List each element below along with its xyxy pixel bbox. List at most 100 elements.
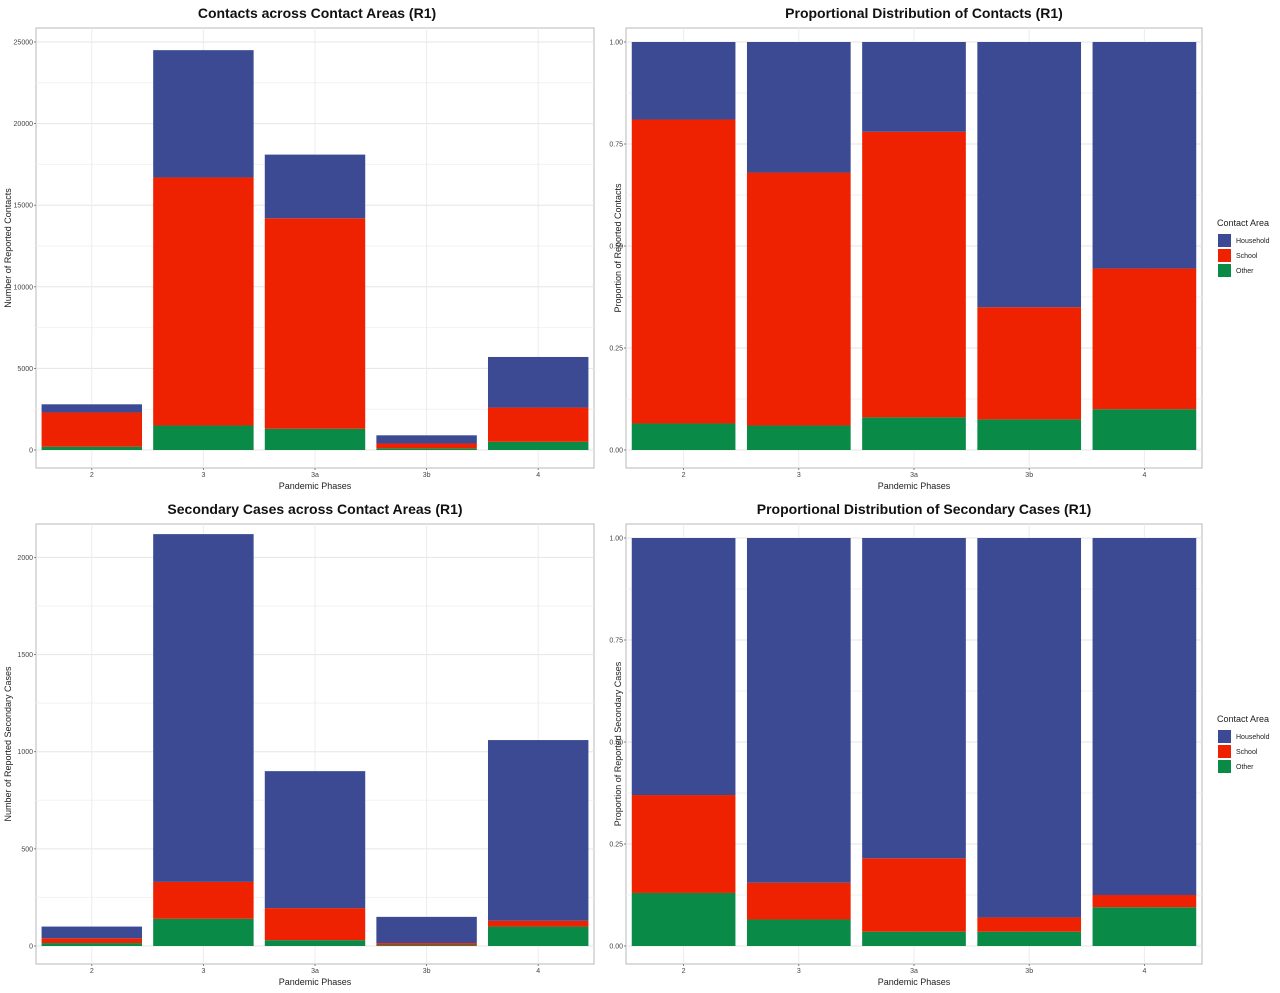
bar-other-3 [153, 918, 254, 946]
bars [41, 50, 589, 450]
bar-household-3 [746, 538, 851, 883]
bar-other-4 [1092, 907, 1197, 946]
bar-school-2 [631, 795, 736, 893]
bar-other-3 [746, 425, 851, 450]
bar-school-3b [977, 307, 1082, 420]
bar-other-4 [487, 926, 589, 946]
chart-panel-3: 0 500 1000 1500 2000 2 3 3a 3b 4 Secondary Cases a… [3, 501, 595, 987]
x-tick-label: 3b [1025, 472, 1033, 479]
bar-school-4 [1092, 268, 1197, 410]
bar-household-4 [487, 356, 589, 408]
bar-other-3a [862, 417, 966, 450]
bar-school-3a [862, 131, 966, 418]
x-tick-label: 3 [797, 968, 801, 975]
bar-other-4 [487, 441, 589, 450]
bar-household-3b [376, 916, 477, 944]
bar-other-3a [264, 940, 366, 946]
y-tick-label: 0.25 [609, 346, 623, 353]
bar-household-2 [41, 926, 143, 939]
chart-title: Contacts across Contact Areas (R1) [198, 5, 436, 21]
bar-household-2 [41, 404, 143, 413]
legend-swatch-household [1218, 730, 1231, 743]
y-tick-label: 25000 [14, 40, 34, 47]
bar-household-3 [153, 50, 254, 178]
bar-school-2 [631, 119, 736, 424]
bar-household-3a [264, 154, 366, 219]
legend-label-household: Household [1236, 238, 1270, 245]
bar-household-3a [862, 42, 966, 132]
legend: Contact Area Household School Other [1217, 714, 1270, 773]
x-tick-label: 3b [423, 472, 431, 479]
bar-household-4 [1092, 42, 1197, 269]
bar-household-3a [862, 538, 966, 859]
x-tick-label: 3 [201, 472, 205, 479]
bar-other-2 [41, 943, 143, 946]
bar-household-3 [746, 42, 851, 173]
bars [631, 538, 1197, 946]
bar-other-3 [746, 919, 851, 946]
chart-title: Proportional Distribution of Secondary C… [757, 501, 1092, 517]
x-tick-label: 3b [1025, 968, 1033, 975]
bar-household-3a [264, 771, 366, 909]
bar-school-4 [487, 920, 589, 927]
bar-school-4 [487, 407, 589, 442]
bars [41, 534, 589, 946]
bar-school-3b [977, 917, 1082, 932]
y-tick-label: 0.50 [609, 740, 623, 747]
x-tick-label: 3a [910, 472, 918, 479]
x-tick-label: 2 [682, 472, 686, 479]
bar-school-4 [1092, 895, 1197, 908]
legend-title: Contact Area [1217, 218, 1269, 228]
bar-household-4 [487, 740, 589, 921]
legend-swatch-school [1218, 745, 1231, 758]
y-axis-label: Proportion of Reported Secondary Cases [613, 661, 623, 826]
y-tick-label: 0 [29, 448, 33, 455]
bar-other-3b [977, 931, 1082, 946]
bar-school-3b [376, 943, 477, 946]
x-tick-label: 4 [536, 472, 540, 479]
legend-swatch-school [1218, 249, 1231, 262]
x-tick-label: 3b [423, 968, 431, 975]
x-tick-label: 2 [90, 968, 94, 975]
y-axis-label: Number of Reported Secondary Cases [3, 666, 13, 822]
legend-label-household: Household [1236, 734, 1270, 741]
y-tick-label: 20000 [14, 121, 34, 128]
x-tick-label: 4 [1142, 472, 1146, 479]
x-axis-label: Pandemic Phases [878, 481, 951, 491]
legend-label-school: School [1236, 749, 1258, 756]
x-tick-label: 3 [797, 472, 801, 479]
y-tick-label: 0.50 [609, 244, 623, 251]
y-tick-label: 1000 [17, 749, 33, 756]
bar-school-3a [264, 218, 366, 429]
chart-title: Secondary Cases across Contact Areas (R1… [167, 501, 462, 517]
bar-household-2 [631, 42, 736, 120]
bar-household-3b [977, 538, 1082, 918]
legend-swatch-household [1218, 234, 1231, 247]
bar-school-3 [153, 881, 254, 919]
y-axis-label: Number of Reported Contacts [3, 188, 13, 308]
y-tick-label: 10000 [14, 284, 34, 291]
y-tick-label: 0.00 [609, 448, 623, 455]
x-axis-label: Pandemic Phases [279, 481, 352, 491]
y-tick-label: 500 [21, 846, 33, 853]
bar-other-3b [977, 419, 1082, 450]
x-tick-label: 3a [910, 968, 918, 975]
bar-other-2 [631, 892, 736, 946]
y-tick-label: 0.25 [609, 842, 623, 849]
chart-panel-1: 0 5000 10000 15000 20000 25000 2 3 3a 3b 4 Contacts… [3, 5, 595, 491]
legend-swatch-other [1218, 760, 1231, 773]
y-tick-label: 5000 [17, 366, 33, 373]
y-tick-label: 1.00 [609, 40, 623, 47]
legend-title: Contact Area [1217, 714, 1269, 724]
bar-school-2 [41, 938, 143, 944]
y-tick-label: 2000 [17, 555, 33, 562]
x-tick-label: 4 [536, 968, 540, 975]
x-axis-label: Pandemic Phases [878, 977, 951, 987]
bar-other-2 [41, 446, 143, 450]
x-axis-label: Pandemic Phases [279, 977, 352, 987]
y-tick-label: 0.75 [609, 638, 623, 645]
legend-label-other: Other [1236, 268, 1254, 275]
bar-other-3a [862, 931, 966, 946]
bar-household-3b [977, 42, 1082, 308]
